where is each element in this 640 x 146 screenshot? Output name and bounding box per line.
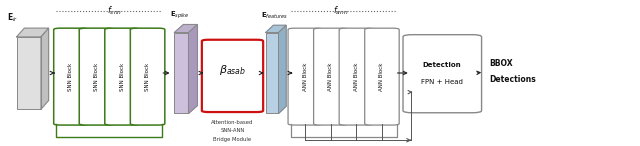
Text: Bridge Module: Bridge Module (214, 137, 252, 142)
Polygon shape (17, 28, 49, 37)
Polygon shape (174, 25, 197, 33)
FancyBboxPatch shape (339, 28, 374, 125)
Text: Detection: Detection (422, 62, 461, 68)
Text: SNN Block: SNN Block (145, 62, 150, 91)
FancyBboxPatch shape (365, 28, 399, 125)
Text: SNN Block: SNN Block (120, 62, 125, 91)
Bar (174, 33, 188, 113)
FancyBboxPatch shape (202, 40, 263, 112)
Text: SNN Block: SNN Block (68, 62, 74, 91)
Text: BBOX: BBOX (489, 59, 513, 68)
Text: $\mathbf{E}_{spike}$: $\mathbf{E}_{spike}$ (170, 9, 189, 21)
FancyBboxPatch shape (288, 28, 323, 125)
Text: $f_{ann}$: $f_{ann}$ (333, 4, 349, 17)
Text: FPN + Head: FPN + Head (421, 79, 463, 85)
Text: $f_{snn}$: $f_{snn}$ (107, 4, 122, 17)
Bar (266, 33, 278, 113)
Text: $\mathbf{E}_{ir}$: $\mathbf{E}_{ir}$ (7, 11, 19, 24)
Text: SNN Block: SNN Block (94, 62, 99, 91)
Text: ANN Block: ANN Block (380, 62, 385, 91)
Text: SNN-ANN: SNN-ANN (220, 128, 244, 133)
Text: Detections: Detections (489, 75, 536, 84)
FancyBboxPatch shape (54, 28, 88, 125)
Polygon shape (188, 25, 197, 113)
FancyBboxPatch shape (131, 28, 165, 125)
Text: $\mathbf{E}_{features}$: $\mathbf{E}_{features}$ (261, 11, 289, 21)
Text: Attention-based: Attention-based (211, 120, 253, 125)
FancyBboxPatch shape (403, 35, 481, 113)
FancyBboxPatch shape (79, 28, 114, 125)
Polygon shape (41, 28, 49, 109)
Text: ANN Block: ANN Block (328, 62, 333, 91)
Text: $\beta_{asab}$: $\beta_{asab}$ (219, 63, 246, 77)
Bar (17, 37, 41, 109)
Polygon shape (278, 25, 286, 113)
Text: ANN Block: ANN Block (303, 62, 308, 91)
FancyBboxPatch shape (105, 28, 140, 125)
Polygon shape (266, 25, 286, 33)
FancyBboxPatch shape (314, 28, 348, 125)
Text: ANN Block: ANN Block (354, 62, 359, 91)
